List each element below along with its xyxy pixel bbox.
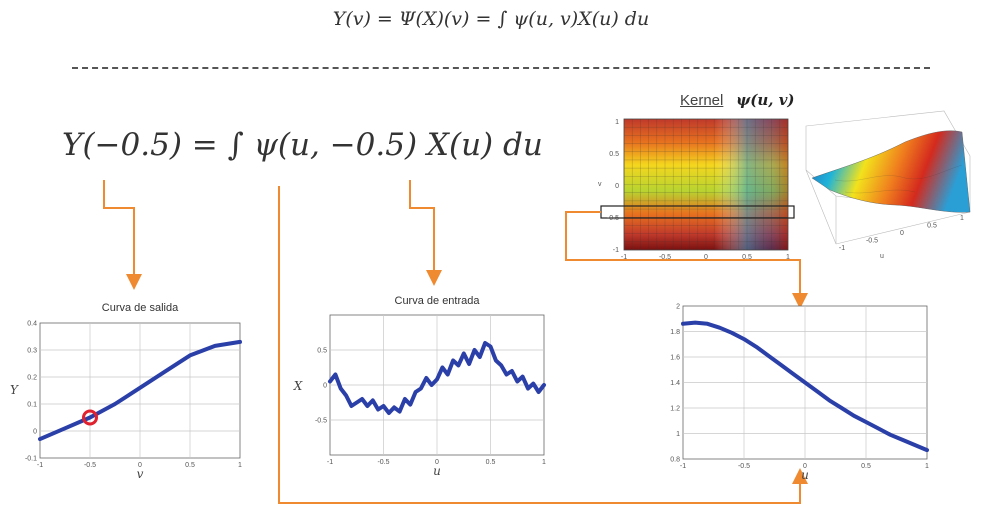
heatmap-tick-y: -1 [613,247,619,254]
y-tick-label: -0.1 [25,456,37,463]
x-tick-label: 0.5 [861,463,871,470]
x-tick-label: -1 [327,459,333,466]
y-tick-label: 1.2 [670,406,680,413]
y-tick-label: 1 [676,431,680,438]
surface-axis-u: u [880,253,884,260]
input-plot-title: Curva de entrada [394,295,480,307]
y-tick-label: 0.4 [27,321,37,328]
x-tick-label: 0.5 [486,459,496,466]
y-tick-label: 0 [323,383,327,390]
heatmap-tick-y: -0.5 [607,215,619,222]
connector-arrows [103,180,808,504]
heatmap-tick-y: 0.5 [609,151,619,158]
surface-tick: 0.5 [927,223,937,230]
surface-tick: -1 [839,245,845,252]
y-tick-label: -0.5 [315,418,327,425]
dashed-divider [72,67,930,69]
x-tick-label: -0.5 [377,459,389,466]
arrow-to-input [409,180,442,286]
x-tick-label: 1 [925,463,929,470]
kernel-surface: -1 -0.5 0 0.5 1 u [805,110,971,260]
highlight-point [82,409,98,426]
x-axis-label: u [433,464,441,478]
y-tick-label: 0.5 [317,348,327,355]
x-tick-label: 1 [238,462,242,469]
heatmap-tick-x: -0.5 [659,254,671,261]
y-tick-label: 1.6 [670,355,680,362]
arrow-to-output [103,180,142,290]
data-curve [38,339,242,442]
y-tick-label: 0.2 [27,375,37,382]
heatmap-tick-x: 0.5 [742,254,752,261]
heatmap-axis-v: v [598,181,602,188]
y-tick-label: 2 [676,304,680,311]
arrow-input-to-product [278,186,808,504]
heatmap-tick-x: 1 [786,254,790,261]
heatmap-tick-y: 0 [615,183,619,190]
x-axis-label: v [137,467,144,481]
y-axis-label: Y [10,383,19,397]
output-plot-title: Curva de salida [101,302,179,314]
kernel-heatmap: -1 -0.5 0 0.5 1 1 0.5 0 -0.5 -1 v [598,118,795,261]
y-tick-label: 0.3 [27,348,37,355]
top-formula: Y(v) = Ψ(X)(v) = ∫ ψ(u, v)X(u) du [332,8,650,30]
x-tick-label: 0 [138,462,142,469]
surface-tick: -0.5 [866,238,878,245]
surface-tick: 1 [960,215,964,222]
heatmap-tick-x: 0 [704,254,708,261]
main-formula: Y(−0.5) = ∫ ψ(u, −0.5) X(u) du [62,127,543,163]
output-curve-plot: -1 -0.5 0 0.5 1 0.4 0.3 0.2 0.1 0 -0.1 v Y [10,321,242,482]
x-tick-label: -1 [37,462,43,469]
x-tick-label: 0 [803,463,807,470]
heatmap-tick-y: 1 [615,119,619,126]
product-curve-plot: -1 -0.5 0 0.5 1 2 1.8 1.6 1.4 1.2 1 0.8 u [670,304,929,483]
y-tick-label: 0.8 [670,457,680,464]
surface-tick: 0 [900,230,904,237]
x-tick-label: 1 [542,459,546,466]
kernel-label-group: Kernel ψ(u, v) [680,91,795,109]
x-tick-label: 0.5 [185,462,195,469]
x-axis-label: u [801,468,809,482]
input-curve-plot: -1 -0.5 0 0.5 1 0.5 0 -0.5 u X [293,314,546,478]
data-curve [681,320,929,453]
heatmap-tick-x: -1 [621,254,627,261]
y-tick-label: 0 [33,429,37,436]
y-tick-label: 0.1 [27,402,37,409]
y-axis-label: X [293,379,303,393]
x-tick-label: -0.5 [84,462,96,469]
x-tick-label: -1 [680,463,686,470]
data-curve [328,341,546,415]
y-tick-label: 1.4 [670,380,680,387]
x-tick-label: 0 [435,459,439,466]
x-tick-label: -0.5 [738,463,750,470]
arrow-kernel-to-product [565,211,808,309]
kernel-label: Kernel [680,92,724,109]
y-tick-label: 1.8 [670,329,680,336]
kernel-symbol: ψ(u, v) [736,91,795,109]
